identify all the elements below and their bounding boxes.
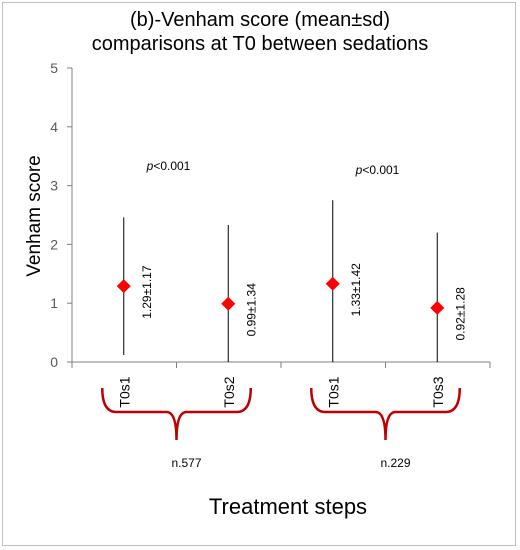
data-label: 0.99±1.34 <box>244 283 258 337</box>
x-axis-label: Treatment steps <box>209 494 367 519</box>
data-marks: 1.29±1.17 0.99±1.34 1.33±1.42 0.92±1.28 <box>116 200 467 362</box>
mean-marker <box>221 296 236 311</box>
chart-title: (b)-Venham score (mean±sd) comparisons a… <box>0 8 520 56</box>
y-tick-label: 1 <box>50 295 58 311</box>
group-p-value: p<0.001 <box>146 159 191 173</box>
chart-frame <box>2 2 516 546</box>
x-category-label: T0s1 <box>116 376 132 407</box>
group-brackets <box>101 387 461 441</box>
p-value-prefix: p <box>355 163 363 177</box>
y-tick-label: 0 <box>50 354 58 370</box>
group-n-label: n.577 <box>171 456 201 470</box>
mean-marker <box>325 276 340 291</box>
p-value-suffix: <0.001 <box>153 159 190 173</box>
y-tick-label: 5 <box>50 60 58 76</box>
data-label: 0.92±1.28 <box>453 287 467 341</box>
chart-title-line-1: (b)-Venham score (mean±sd) <box>130 9 390 31</box>
x-category-label: T0s3 <box>430 376 446 407</box>
x-categories: T0s1 T0s2 T0s1 T0s3 <box>71 362 491 408</box>
mean-marker <box>116 279 131 294</box>
y-ticks: 0 1 2 3 4 5 <box>50 60 72 370</box>
p-value-suffix: <0.001 <box>362 163 399 177</box>
group-p-value: p<0.001 <box>355 163 400 177</box>
y-axis-label: Venham score <box>24 155 45 276</box>
x-category-label: T0s1 <box>325 376 341 407</box>
group-bracket <box>310 387 461 441</box>
data-label: 1.33±1.42 <box>349 263 363 317</box>
y-tick-label: 4 <box>50 119 58 135</box>
x-category-label: T0s2 <box>221 376 237 407</box>
axes <box>71 68 490 363</box>
mean-marker <box>430 300 445 315</box>
data-label: 1.29±1.17 <box>140 265 154 319</box>
y-tick-label: 3 <box>50 178 58 194</box>
y-tick-label: 2 <box>50 236 58 252</box>
group-bracket <box>101 387 252 441</box>
p-value-prefix: p <box>146 159 154 173</box>
group-n-label: n.229 <box>380 456 410 470</box>
chart-title-line-2: comparisons at T0 between sedations <box>91 33 429 55</box>
